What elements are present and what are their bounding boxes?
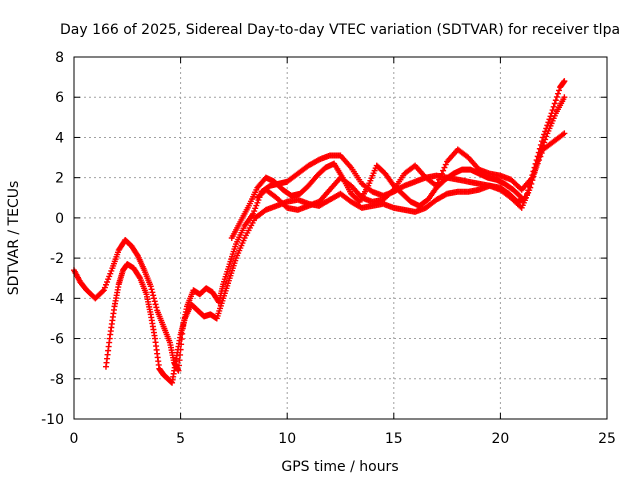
data-point (250, 210, 257, 217)
data-point (134, 251, 141, 258)
data-point (530, 171, 537, 178)
x-tick-label: 5 (176, 431, 185, 447)
plot-frame (73, 56, 608, 420)
data-point (545, 119, 552, 126)
data-point (442, 161, 449, 168)
data-point (176, 362, 183, 369)
data-points (71, 78, 568, 386)
series-tlpa-d (228, 160, 525, 241)
data-point (106, 273, 113, 280)
data-point (543, 133, 550, 140)
data-point (100, 287, 107, 294)
x-tick-label: 10 (278, 431, 296, 447)
data-point (542, 136, 549, 143)
data-point (561, 130, 568, 137)
data-point (107, 270, 114, 277)
data-point (102, 281, 109, 288)
data-point (253, 202, 260, 209)
data-point (440, 167, 447, 174)
data-point (533, 164, 540, 171)
data-point (99, 288, 106, 295)
data-point (441, 164, 448, 171)
data-point (551, 100, 558, 107)
axis-ticks: 0 5 10 15 20 25 -10 -8 -6 -4 -2 0 2 4 6 8 (41, 50, 616, 447)
data-point (546, 116, 553, 123)
data-point (437, 173, 444, 180)
data-point (554, 90, 561, 97)
data-point (104, 278, 111, 285)
data-point (149, 289, 156, 296)
series-tlpa-a (71, 78, 568, 374)
data-point (176, 357, 183, 364)
x-tick-label: 0 (70, 431, 79, 447)
data-point (552, 97, 559, 104)
data-point (252, 205, 259, 212)
data-point (556, 87, 563, 94)
data-point (550, 103, 557, 110)
x-tick-label: 20 (491, 431, 509, 447)
y-tick-label: -2 (50, 251, 64, 267)
grid (74, 57, 607, 419)
series-tlpa-b (102, 94, 568, 386)
data-point (534, 160, 541, 167)
data-point (108, 267, 115, 274)
data-point (148, 286, 155, 293)
data-point (518, 194, 525, 201)
y-tick-label: 0 (55, 211, 64, 227)
data-point (147, 283, 154, 290)
data-point (553, 93, 560, 100)
data-point (254, 199, 261, 206)
data-point (251, 208, 258, 215)
y-tick-label: 2 (55, 171, 64, 187)
data-point (549, 107, 556, 114)
data-point (438, 170, 445, 177)
data-point (561, 94, 568, 101)
data-point (536, 157, 543, 164)
y-tick-label: 4 (55, 130, 64, 146)
y-tick-label: 6 (55, 90, 64, 106)
data-point (105, 276, 112, 283)
data-point (101, 284, 108, 291)
y-tick-label: -4 (50, 291, 64, 307)
data-point (152, 301, 159, 308)
data-point (136, 273, 143, 280)
data-point (150, 292, 157, 299)
y-tick-label: 8 (55, 50, 64, 66)
data-point (436, 176, 443, 183)
y-tick-label: -6 (50, 332, 64, 348)
y-tick-label: -10 (41, 412, 64, 428)
data-point (517, 193, 524, 200)
data-point (151, 298, 158, 305)
data-point (529, 174, 536, 181)
x-tick-label: 15 (385, 431, 403, 447)
y-axis-title: SDTVAR / TECUs (6, 181, 22, 296)
data-point (561, 78, 568, 85)
data-point (150, 295, 157, 302)
data-point (538, 150, 545, 157)
data-point (153, 304, 160, 311)
x-tick-label: 25 (598, 431, 616, 447)
y-tick-label: -8 (50, 372, 64, 388)
data-point (537, 153, 544, 160)
x-axis-title: GPS time / hours (281, 459, 398, 475)
data-point (541, 139, 548, 146)
data-point (532, 167, 539, 174)
data-point (527, 184, 534, 191)
chart-title: Day 166 of 2025, Sidereal Day-to-day VTE… (60, 22, 620, 38)
